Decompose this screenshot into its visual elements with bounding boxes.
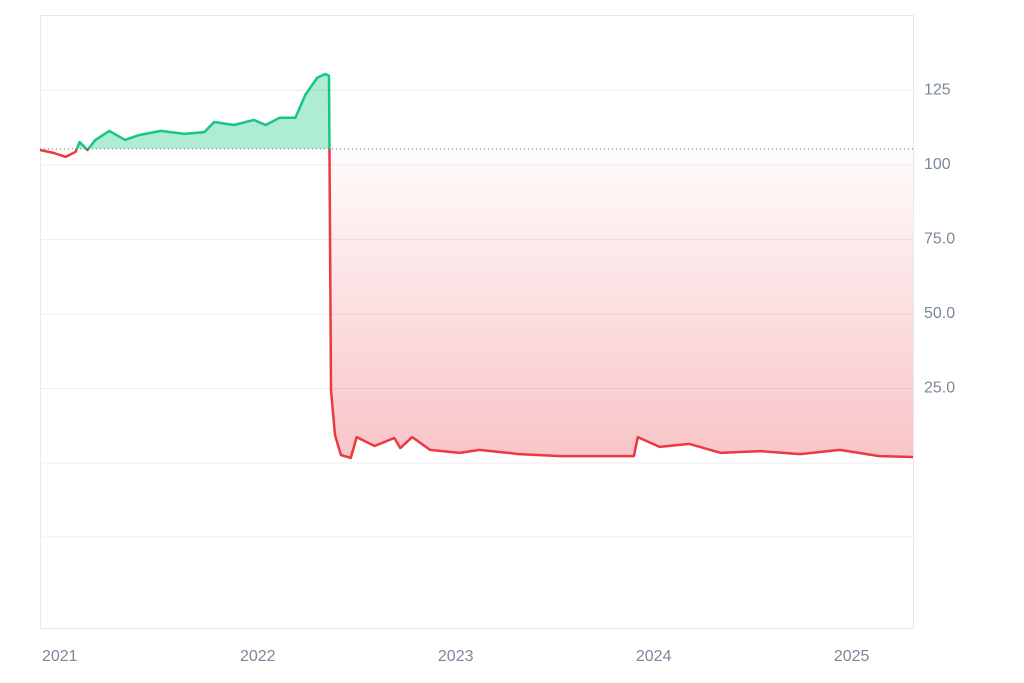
y-tick-label: 50.0 — [924, 305, 955, 322]
y-tick-label: 125 — [924, 82, 951, 99]
y-tick-label: 100 — [924, 156, 951, 173]
x-tick-label: 2025 — [834, 648, 870, 665]
x-tick-label: 2022 — [240, 648, 276, 665]
y-tick-label: 75.0 — [924, 231, 955, 248]
x-tick-label: 2024 — [636, 648, 672, 665]
area-fill — [40, 74, 913, 458]
price-line — [39, 72, 914, 460]
y-tick-label: 25.0 — [924, 380, 955, 397]
x-tick-label: 2021 — [42, 648, 78, 665]
x-tick-label: 2023 — [438, 648, 474, 665]
plot-frame — [40, 15, 914, 629]
